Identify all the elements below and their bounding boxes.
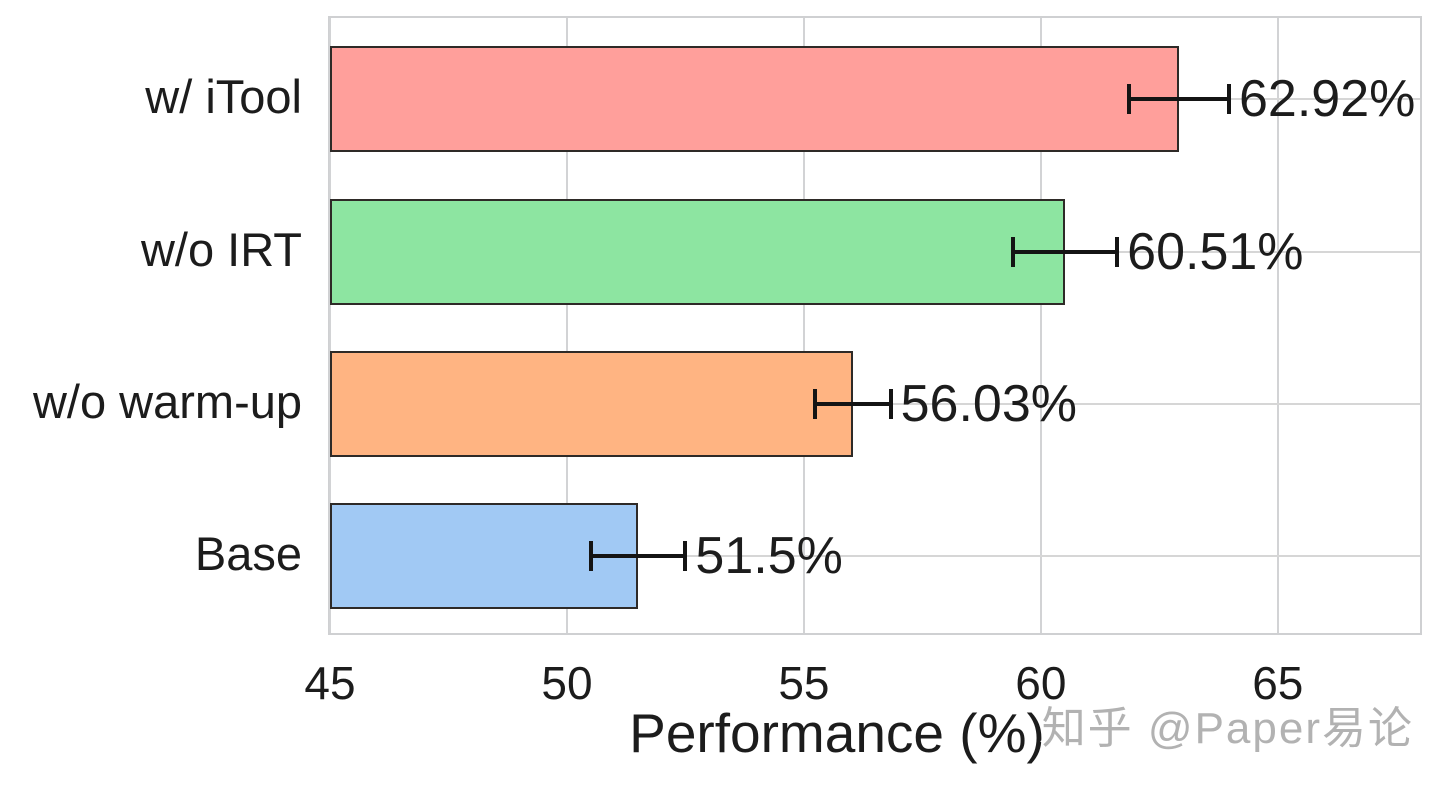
value-label: 62.92% (1239, 70, 1416, 128)
bar (330, 503, 638, 609)
error-bar-cap-right (683, 541, 688, 571)
category-label: w/o IRT (140, 223, 302, 276)
error-bar-line (1012, 250, 1118, 254)
horizontal-gridline (330, 555, 1420, 557)
error-bar-cap-right (888, 389, 893, 419)
x-axis-title: Performance (%) (629, 702, 1045, 764)
value-label: 60.51% (1127, 223, 1304, 281)
error-bar-line (590, 554, 686, 558)
x-tick-label: 45 (304, 657, 356, 709)
value-label: 56.03% (900, 375, 1077, 433)
bar (330, 351, 853, 457)
error-bar-line (1129, 97, 1229, 101)
bar (330, 199, 1065, 305)
vertical-gridline (1276, 18, 1279, 633)
error-bar-cap-left (1010, 237, 1015, 267)
vertical-gridline (802, 18, 805, 633)
error-bar-cap-left (588, 541, 593, 571)
vertical-gridline (565, 18, 568, 633)
vertical-gridline (329, 18, 331, 633)
plot-area: 62.92% 60.51% 56.03% 51.5% (328, 16, 1422, 635)
error-bar-cap-right (1115, 237, 1120, 267)
error-bar-cap-left (1127, 84, 1132, 114)
x-tick-label: 60 (1015, 657, 1067, 709)
value-label: 51.5% (695, 527, 843, 585)
vertical-gridline (1039, 18, 1042, 633)
error-bar-cap-right (1227, 84, 1231, 114)
x-tick-label: 55 (778, 657, 830, 709)
category-label: Base (194, 527, 302, 580)
error-bar-line (814, 402, 891, 406)
watermark: 知乎 @Paper易论 (1041, 704, 1414, 753)
bar (330, 46, 1180, 152)
category-label: w/ iTool (145, 70, 302, 123)
x-tick-label: 50 (541, 657, 593, 709)
x-tick-label: 65 (1252, 657, 1304, 709)
category-label: w/o warm-up (32, 375, 302, 428)
error-bar-cap-left (812, 389, 817, 419)
